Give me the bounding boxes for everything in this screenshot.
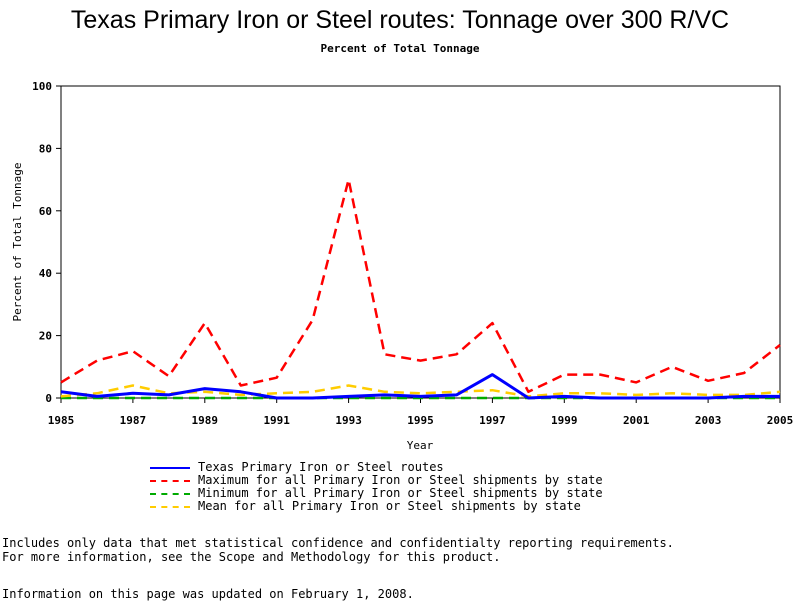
legend-swatch bbox=[150, 479, 190, 482]
x-tick-label: 1989 bbox=[192, 414, 219, 427]
legend-entry: Texas Primary Iron or Steel routes bbox=[150, 461, 603, 474]
x-axis-title: Year bbox=[407, 439, 434, 452]
legend-entry: Minimum for all Primary Iron or Steel sh… bbox=[150, 487, 603, 500]
y-axis-title: Percent of Total Tonnage bbox=[11, 163, 24, 322]
x-tick-label: 1997 bbox=[479, 414, 506, 427]
line-chart: 0 20 40 60 80 100 1985 1987 1989 1991 1993 1995 199… bbox=[11, 80, 794, 452]
x-axis: 1985 1987 1989 1991 1993 1995 1997 1999 2001 2003… bbox=[48, 398, 794, 427]
x-tick-label: 1995 bbox=[407, 414, 434, 427]
x-tick-label: 1985 bbox=[48, 414, 75, 427]
legend-label: Minimum for all Primary Iron or Steel sh… bbox=[198, 486, 603, 500]
chart-title: Texas Primary Iron or Steel routes: Tonn… bbox=[70, 6, 730, 34]
x-tick-label: 2001 bbox=[623, 414, 650, 427]
chart-legend: Texas Primary Iron or Steel routes Maximu… bbox=[150, 461, 603, 513]
legend-entry: Maximum for all Primary Iron or Steel sh… bbox=[150, 474, 603, 487]
updated-note: Information on this page was updated on … bbox=[2, 587, 414, 601]
legend-swatch bbox=[150, 492, 190, 495]
plot-area-frame bbox=[60, 85, 781, 399]
series-line-1 bbox=[60, 178, 781, 394]
legend-label: Maximum for all Primary Iron or Steel sh… bbox=[198, 473, 603, 487]
chart-subtitle: Percent of Total Tonnage bbox=[320, 42, 480, 55]
legend-label: Mean for all Primary Iron or Steel shipm… bbox=[198, 499, 581, 513]
y-axis: 0 20 40 60 80 100 bbox=[32, 80, 61, 405]
y-tick-label: 60 bbox=[39, 205, 52, 218]
x-tick-label: 1991 bbox=[263, 414, 290, 427]
y-tick-label: 100 bbox=[32, 80, 52, 93]
y-tick-label: 40 bbox=[39, 267, 52, 280]
legend-swatch bbox=[150, 466, 190, 469]
y-tick-label: 20 bbox=[39, 330, 52, 343]
legend-label: Texas Primary Iron or Steel routes bbox=[198, 460, 444, 474]
series-line-0 bbox=[60, 373, 780, 400]
x-tick-label: 2003 bbox=[695, 414, 722, 427]
y-tick-label: 0 bbox=[45, 392, 52, 405]
legend-swatch bbox=[150, 505, 190, 508]
legend-entry: Mean for all Primary Iron or Steel shipm… bbox=[150, 500, 603, 513]
series-layer bbox=[60, 178, 781, 400]
x-tick-label: 1987 bbox=[120, 414, 147, 427]
y-tick-label: 80 bbox=[39, 142, 52, 155]
x-tick-label: 1999 bbox=[551, 414, 578, 427]
footnotes: Includes only data that met statistical … bbox=[2, 536, 674, 564]
x-tick-label: 1993 bbox=[335, 414, 362, 427]
x-tick-label: 2005 bbox=[767, 414, 794, 427]
footnote-line-1: Includes only data that met statistical … bbox=[2, 536, 674, 550]
footnote-line-2: For more information, see the Scope and … bbox=[2, 550, 501, 564]
